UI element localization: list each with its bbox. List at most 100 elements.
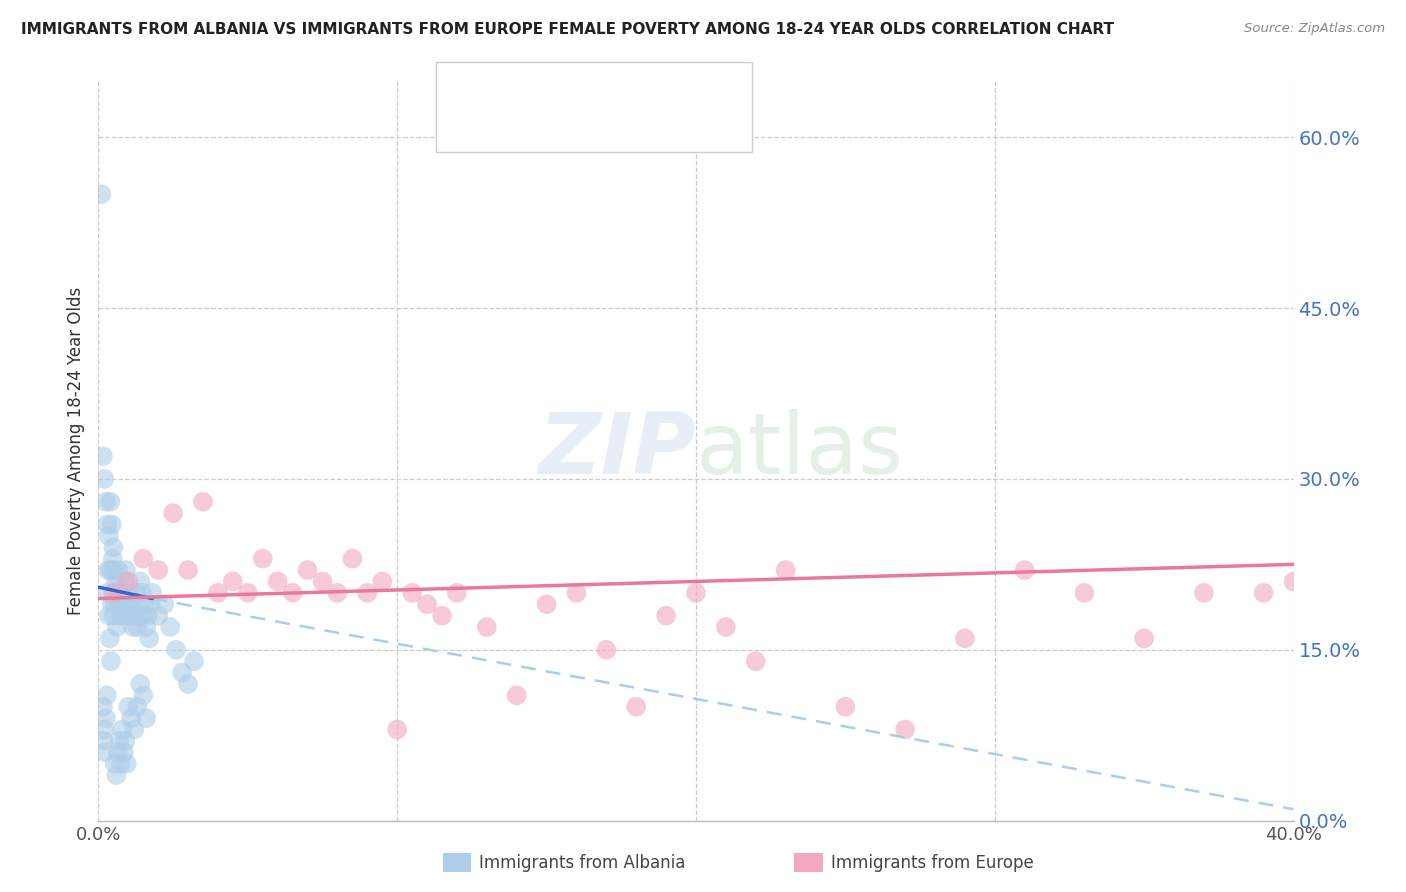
Point [953, 632, 976, 646]
Point [207, 586, 229, 600]
Point [834, 699, 856, 714]
Point [103, 563, 125, 577]
Point [104, 756, 127, 771]
Point [326, 586, 349, 600]
Point [103, 608, 125, 623]
Point [356, 586, 378, 600]
Point [132, 551, 155, 566]
Point [120, 597, 142, 611]
Point [112, 745, 135, 759]
Point [775, 563, 797, 577]
Point [108, 734, 131, 748]
Point [134, 597, 156, 611]
Point [98, 494, 122, 508]
Point [103, 586, 125, 600]
Point [115, 586, 138, 600]
Point [127, 699, 149, 714]
Point [104, 574, 127, 589]
Point [626, 699, 648, 714]
Point [385, 723, 409, 737]
Point [110, 608, 132, 623]
Point [129, 574, 152, 589]
Point [112, 586, 135, 600]
Point [267, 574, 290, 589]
Point [1014, 563, 1036, 577]
Point [110, 756, 132, 771]
Point [132, 608, 155, 623]
Point [117, 699, 139, 714]
Point [117, 574, 139, 589]
Point [94, 745, 117, 759]
Point [117, 586, 139, 600]
Point [1192, 586, 1215, 600]
Point [148, 563, 170, 577]
Point [153, 597, 176, 611]
Point [129, 677, 152, 691]
Point [714, 620, 737, 634]
Text: Source: ZipAtlas.com: Source: ZipAtlas.com [1244, 22, 1385, 36]
Point [236, 586, 259, 600]
Point [97, 563, 120, 577]
Point [90, 187, 112, 202]
Point [96, 586, 118, 600]
Point [371, 574, 394, 589]
Text: Immigrants from Europe: Immigrants from Europe [831, 854, 1033, 871]
Point [446, 586, 468, 600]
Point [311, 574, 333, 589]
Point [141, 586, 163, 600]
Text: R = −0.081   N = 85: R = −0.081 N = 85 [501, 77, 686, 95]
Point [107, 597, 129, 611]
Point [135, 620, 157, 634]
Point [111, 586, 134, 600]
Point [342, 551, 364, 566]
Point [105, 620, 128, 634]
Point [114, 574, 136, 589]
Point [93, 472, 115, 486]
Point [565, 586, 588, 600]
Point [127, 620, 149, 634]
Point [100, 654, 122, 668]
Point [120, 711, 142, 725]
Point [105, 586, 128, 600]
Point [91, 449, 114, 463]
Point [103, 541, 125, 555]
Point [655, 608, 678, 623]
Point [115, 563, 138, 577]
Point [162, 506, 184, 520]
Text: ZIP: ZIP [538, 409, 696, 492]
Text: IMMIGRANTS FROM ALBANIA VS IMMIGRANTS FROM EUROPE FEMALE POVERTY AMONG 18-24 YEA: IMMIGRANTS FROM ALBANIA VS IMMIGRANTS FR… [21, 22, 1114, 37]
Point [128, 608, 150, 623]
Point [191, 494, 214, 508]
Point [177, 563, 200, 577]
Point [121, 620, 143, 634]
Point [183, 654, 205, 668]
Point [94, 711, 117, 725]
Point [124, 723, 146, 737]
Point [132, 689, 155, 703]
Point [281, 586, 304, 600]
Point [177, 677, 200, 691]
Point [1282, 574, 1305, 589]
Point [118, 597, 141, 611]
Point [97, 608, 120, 623]
Point [894, 723, 917, 737]
Point [111, 723, 134, 737]
Point [101, 597, 124, 611]
Point [165, 642, 187, 657]
Point [115, 756, 138, 771]
Point [430, 608, 453, 623]
Point [96, 517, 118, 532]
Point [135, 711, 157, 725]
Point [685, 586, 707, 600]
Point [222, 574, 245, 589]
Point [252, 551, 274, 566]
Text: R =  0.065   N = 44: R = 0.065 N = 44 [501, 117, 676, 136]
Point [98, 563, 122, 577]
Point [475, 620, 498, 634]
Point [108, 586, 131, 600]
Point [107, 563, 129, 577]
Point [97, 529, 120, 543]
Point [93, 723, 115, 737]
Point [114, 734, 136, 748]
Point [101, 517, 124, 532]
